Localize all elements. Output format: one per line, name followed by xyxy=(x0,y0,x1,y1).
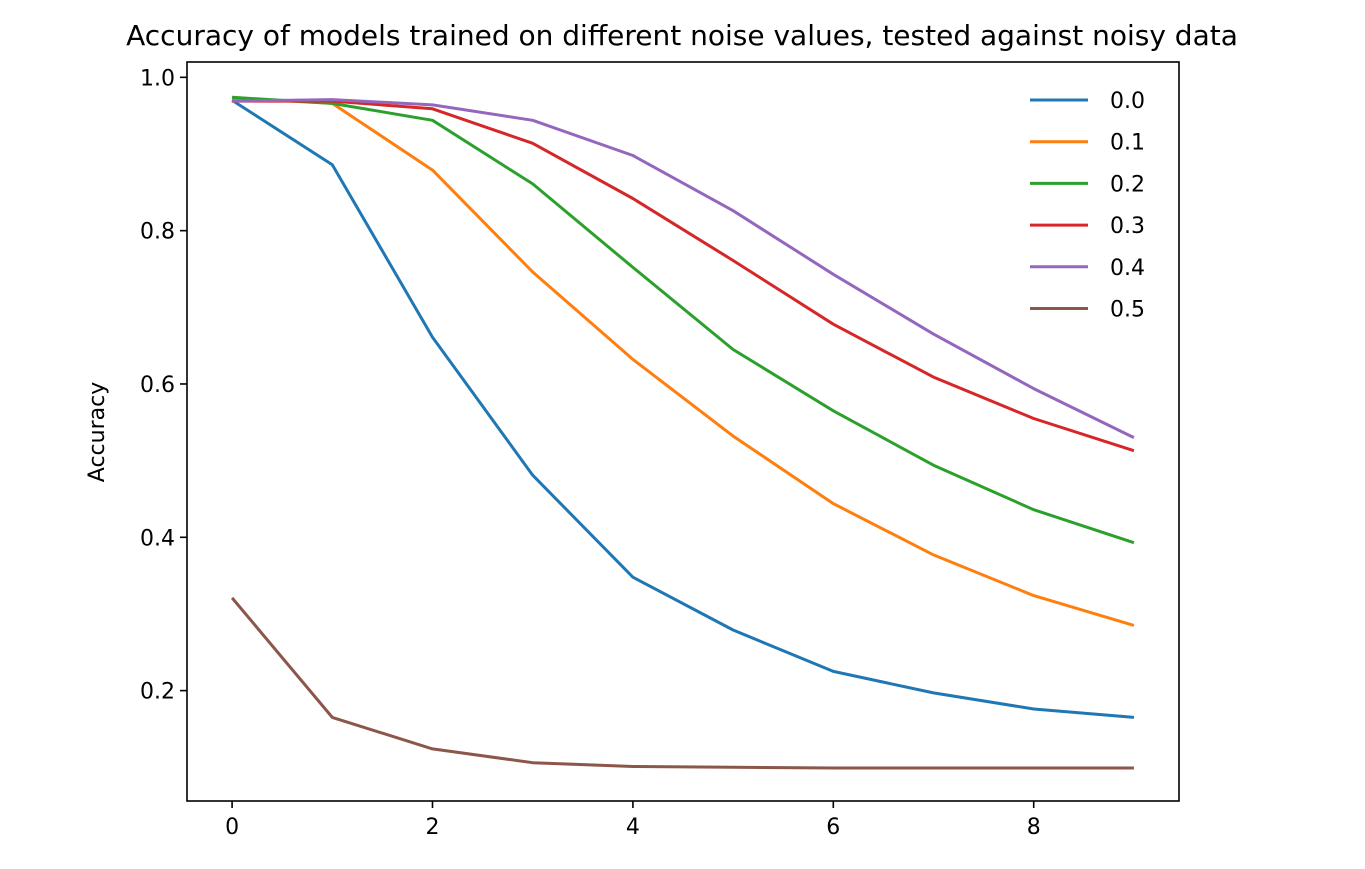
legend-label: 0.3 xyxy=(1110,214,1145,239)
legend-label: 0.0 xyxy=(1110,89,1145,114)
legend-label: 0.5 xyxy=(1110,298,1145,323)
x-axis: 0 2 4 6 8 xyxy=(225,801,1041,840)
series-line-0.5 xyxy=(230,596,1134,770)
x-tick-label: 4 xyxy=(626,815,640,840)
series-line-0.4 xyxy=(232,98,1135,439)
plot-lines xyxy=(230,95,1135,770)
x-tick-label: 2 xyxy=(425,815,439,840)
x-tick-label: 8 xyxy=(1027,815,1041,840)
legend-label: 0.4 xyxy=(1110,256,1145,281)
series-line-0.3 xyxy=(232,99,1135,453)
y-tick-label: 0.6 xyxy=(140,373,175,398)
x-tick-label: 6 xyxy=(826,815,840,840)
y-tick-label: 0.8 xyxy=(140,220,175,245)
legend: 0.0 0.1 0.2 0.3 0.4 0.5 xyxy=(1030,89,1145,323)
y-tick-label: 1.0 xyxy=(140,66,175,91)
series-line-0.2 xyxy=(232,95,1135,545)
y-axis: 0.2 0.4 0.6 0.8 1.0 xyxy=(140,66,187,705)
series-line-0.0 xyxy=(231,99,1135,719)
y-axis-label: Accuracy xyxy=(85,382,110,482)
series-line-0.1 xyxy=(232,96,1135,627)
x-tick-label: 0 xyxy=(225,815,239,840)
legend-label: 0.1 xyxy=(1110,131,1145,156)
y-tick-label: 0.2 xyxy=(140,680,175,705)
legend-label: 0.2 xyxy=(1110,172,1145,197)
chart-title: Accuracy of models trained on different … xyxy=(126,19,1238,52)
plot-frame xyxy=(186,61,1180,802)
y-tick-label: 0.4 xyxy=(140,526,175,551)
